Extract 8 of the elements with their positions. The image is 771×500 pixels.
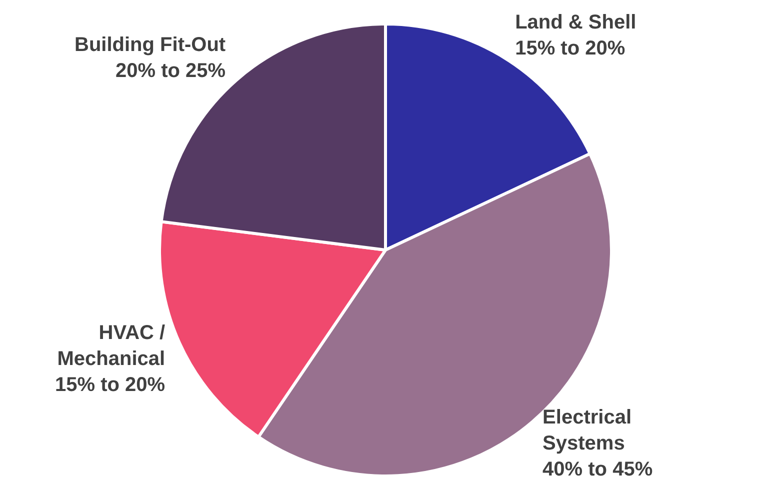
text: 20% to 25%	[116, 60, 226, 82]
slice-label: Electrical Systems	[542, 406, 632, 454]
text: 40% to 45%	[542, 458, 653, 480]
slice-label: Land & Shell	[515, 11, 636, 34]
slice-label: HVAC / Mechanical	[57, 322, 166, 370]
slice-label: Building Fit-Out	[74, 34, 226, 56]
text: 15% to 20%	[55, 374, 166, 396]
text: 15% to 20%	[515, 37, 626, 60]
